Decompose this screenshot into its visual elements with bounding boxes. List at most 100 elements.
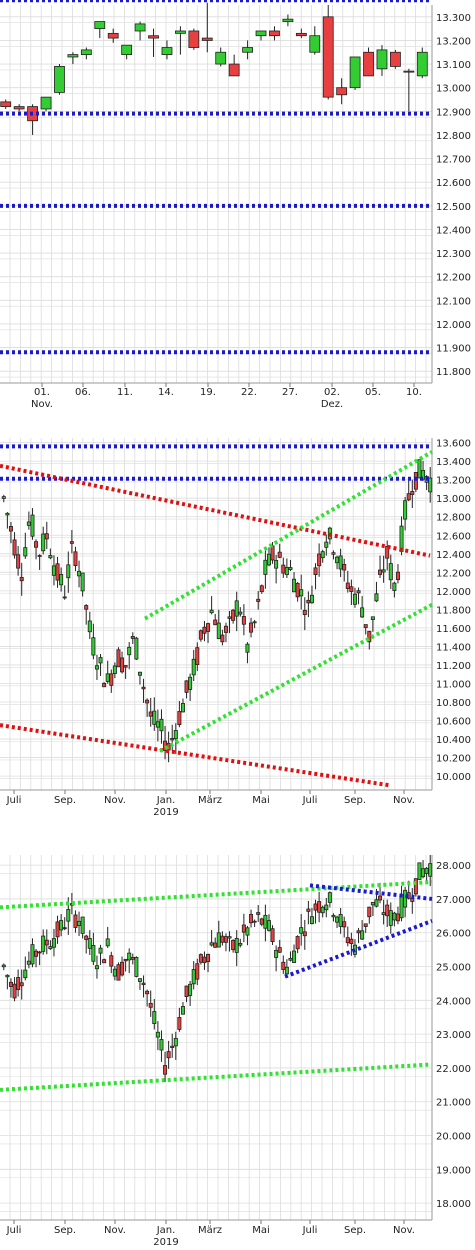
- candle-up: [234, 938, 239, 953]
- candle-down: [166, 1051, 171, 1059]
- x-tick-label: Sep.: [344, 795, 366, 806]
- candle-down: [16, 554, 21, 569]
- candle-down: [295, 936, 300, 950]
- candle-up: [288, 567, 293, 570]
- candle-up: [282, 18, 294, 22]
- x-tick-label: Juli: [302, 1225, 318, 1236]
- candle-up: [252, 920, 257, 923]
- candle-up: [388, 910, 393, 926]
- candle-down: [322, 16, 334, 98]
- candle-up: [335, 556, 340, 564]
- x-tick-label: 01.: [34, 387, 50, 398]
- candle-down: [249, 914, 254, 924]
- candle-up: [23, 547, 28, 557]
- candle-up: [428, 477, 433, 493]
- candle-down: [120, 657, 125, 673]
- candle-down: [148, 1003, 153, 1008]
- candle-up: [381, 912, 386, 916]
- candle-up: [335, 916, 340, 923]
- candle-down: [356, 590, 361, 594]
- candle-up: [105, 673, 110, 682]
- candle-down: [55, 921, 60, 938]
- candle-up: [292, 578, 297, 593]
- y-tick-label: 13.000: [436, 84, 471, 95]
- y-tick-label: 11.200: [436, 661, 471, 672]
- candle-up: [381, 569, 386, 573]
- candle-up: [338, 914, 343, 927]
- candle-down: [202, 956, 207, 964]
- candle-down: [116, 649, 121, 668]
- x-tick-sublabel: Nov.: [31, 399, 53, 410]
- candle-down: [34, 541, 39, 548]
- y-tick-label: 13.000: [436, 494, 471, 505]
- y-tick-label: 23.000: [436, 1030, 471, 1041]
- candle-up: [1, 496, 6, 499]
- y-tick-label: 11.800: [436, 367, 471, 378]
- candle-up: [180, 1006, 185, 1015]
- candle-down: [228, 63, 240, 77]
- candle-up: [403, 70, 415, 73]
- candle-up: [152, 1011, 157, 1024]
- candle-up: [320, 551, 325, 559]
- candle-up: [155, 721, 160, 728]
- candle-up: [51, 565, 56, 576]
- candle-down: [37, 951, 42, 954]
- candle-down: [145, 990, 150, 995]
- y-tick-label: 12.000: [436, 587, 471, 598]
- candle-down: [130, 957, 135, 960]
- candle-up: [309, 594, 314, 604]
- candle-up: [137, 978, 142, 982]
- candle-down: [410, 490, 415, 495]
- candle-up: [392, 582, 397, 591]
- chart-panel-2: 13.600 13.400 13.200 13.000 12.800 12.600 12.4…: [0, 438, 471, 818]
- candle-down: [188, 30, 200, 48]
- candle-down: [349, 938, 354, 944]
- x-tick-label: Nov.: [104, 1225, 126, 1236]
- y-tick-label: 12.200: [436, 568, 471, 579]
- y-tick-label: 12.100: [436, 296, 471, 307]
- candle-up: [284, 966, 289, 975]
- candle-up: [188, 983, 193, 996]
- candle-down: [201, 37, 213, 41]
- candle-up: [155, 1031, 160, 1038]
- candle-up: [48, 555, 53, 559]
- x-tick-label: Sep.: [54, 1225, 76, 1236]
- candle-up: [238, 943, 243, 946]
- candle-up: [137, 671, 142, 676]
- candle-up: [94, 965, 99, 970]
- candle-up: [98, 947, 103, 954]
- y-tick-label: 12.900: [436, 107, 471, 118]
- y-tick-label: 10.800: [436, 698, 471, 709]
- y-tick-label: 12.500: [436, 202, 471, 213]
- y-tick-label: 13.600: [436, 439, 471, 450]
- candle-up: [370, 901, 375, 906]
- candle-up: [299, 589, 304, 597]
- candle-up: [299, 927, 304, 934]
- chart-panel-1: 13.300 13.200 13.100 13.000 12.900 12.800 12.7…: [0, 0, 471, 410]
- candle-up: [245, 927, 250, 936]
- candle-up: [80, 916, 85, 934]
- candle-down: [385, 904, 390, 917]
- candle-up: [121, 44, 133, 56]
- y-tick-label: 12.400: [436, 550, 471, 561]
- candle-down: [270, 545, 275, 561]
- x-tick-label: 11.: [117, 387, 133, 398]
- candle-up: [77, 920, 82, 926]
- candle-down: [73, 914, 78, 928]
- candle-up: [159, 718, 164, 732]
- candle-down: [349, 586, 354, 592]
- candle-up: [26, 521, 31, 526]
- candle-down: [44, 939, 49, 946]
- candle-down: [13, 106, 25, 110]
- candle-down: [413, 472, 418, 490]
- candle-down: [306, 599, 311, 604]
- candle-up: [370, 616, 375, 620]
- y-tick-label: 11.400: [436, 642, 471, 653]
- candle-down: [413, 878, 418, 895]
- candle-down: [84, 605, 89, 610]
- candle-up: [134, 637, 139, 660]
- candle-up: [242, 47, 253, 53]
- y-tick-label: 13.200: [436, 36, 471, 47]
- candle-up: [349, 56, 361, 89]
- candle-up: [274, 949, 279, 958]
